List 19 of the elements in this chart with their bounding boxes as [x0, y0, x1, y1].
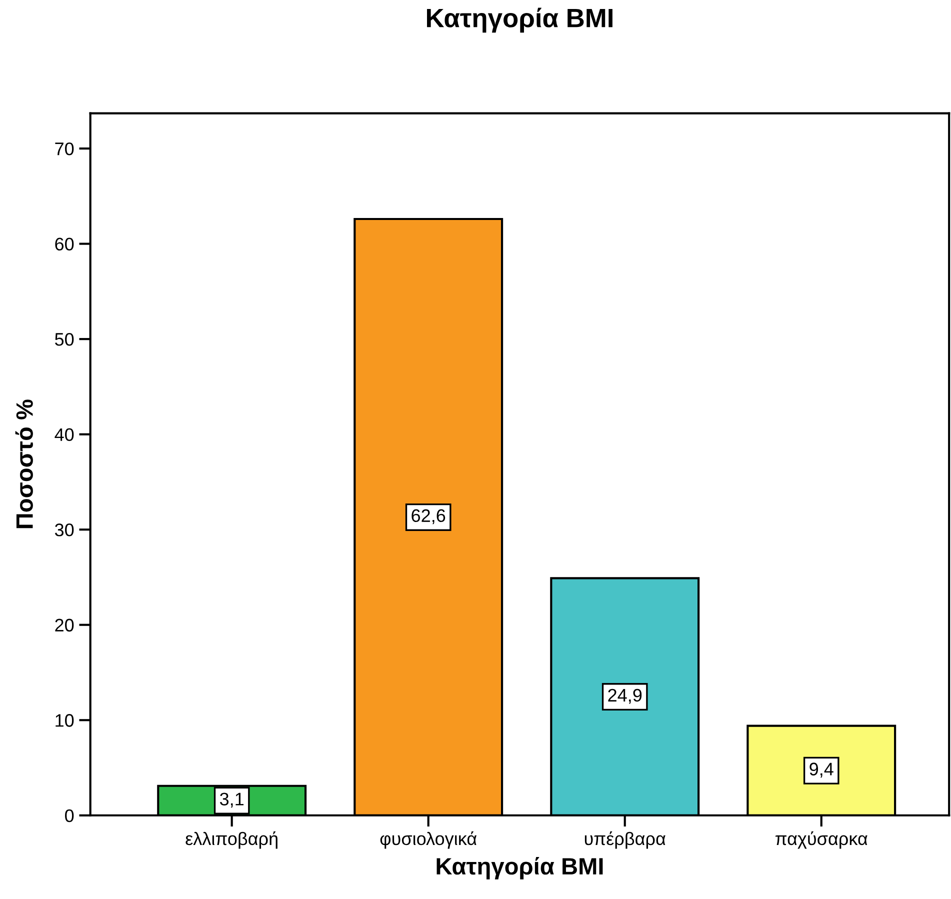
x-tick-label: φυσιολογικά	[380, 831, 477, 849]
y-axis-title: Ποσοστό %	[15, 400, 33, 528]
x-tick-label: παχύσαρκα	[776, 831, 868, 849]
data-label: 9,4	[810, 762, 834, 778]
y-tick-label: 50	[55, 332, 74, 346]
y-tick-label: 0	[65, 809, 74, 822]
y-tick-label: 70	[55, 142, 74, 156]
x-tick-label: ελλιποβαρή	[186, 831, 278, 849]
data-label: 62,6	[412, 509, 446, 524]
y-tick-label: 20	[55, 618, 74, 632]
y-tick-label: 60	[55, 238, 74, 251]
y-tick-label: 30	[54, 524, 74, 536]
x-tick-label: υπέρβαρα	[584, 831, 666, 849]
y-tick-label: 40	[54, 428, 74, 442]
chart-title: Κατηγορία BMI	[427, 8, 612, 33]
data-label: 24,9	[608, 688, 642, 704]
x-axis-title: Κατηγορία BMI	[436, 857, 603, 880]
data-label: 3,1	[220, 792, 244, 808]
y-tick-label: 10	[56, 714, 74, 727]
